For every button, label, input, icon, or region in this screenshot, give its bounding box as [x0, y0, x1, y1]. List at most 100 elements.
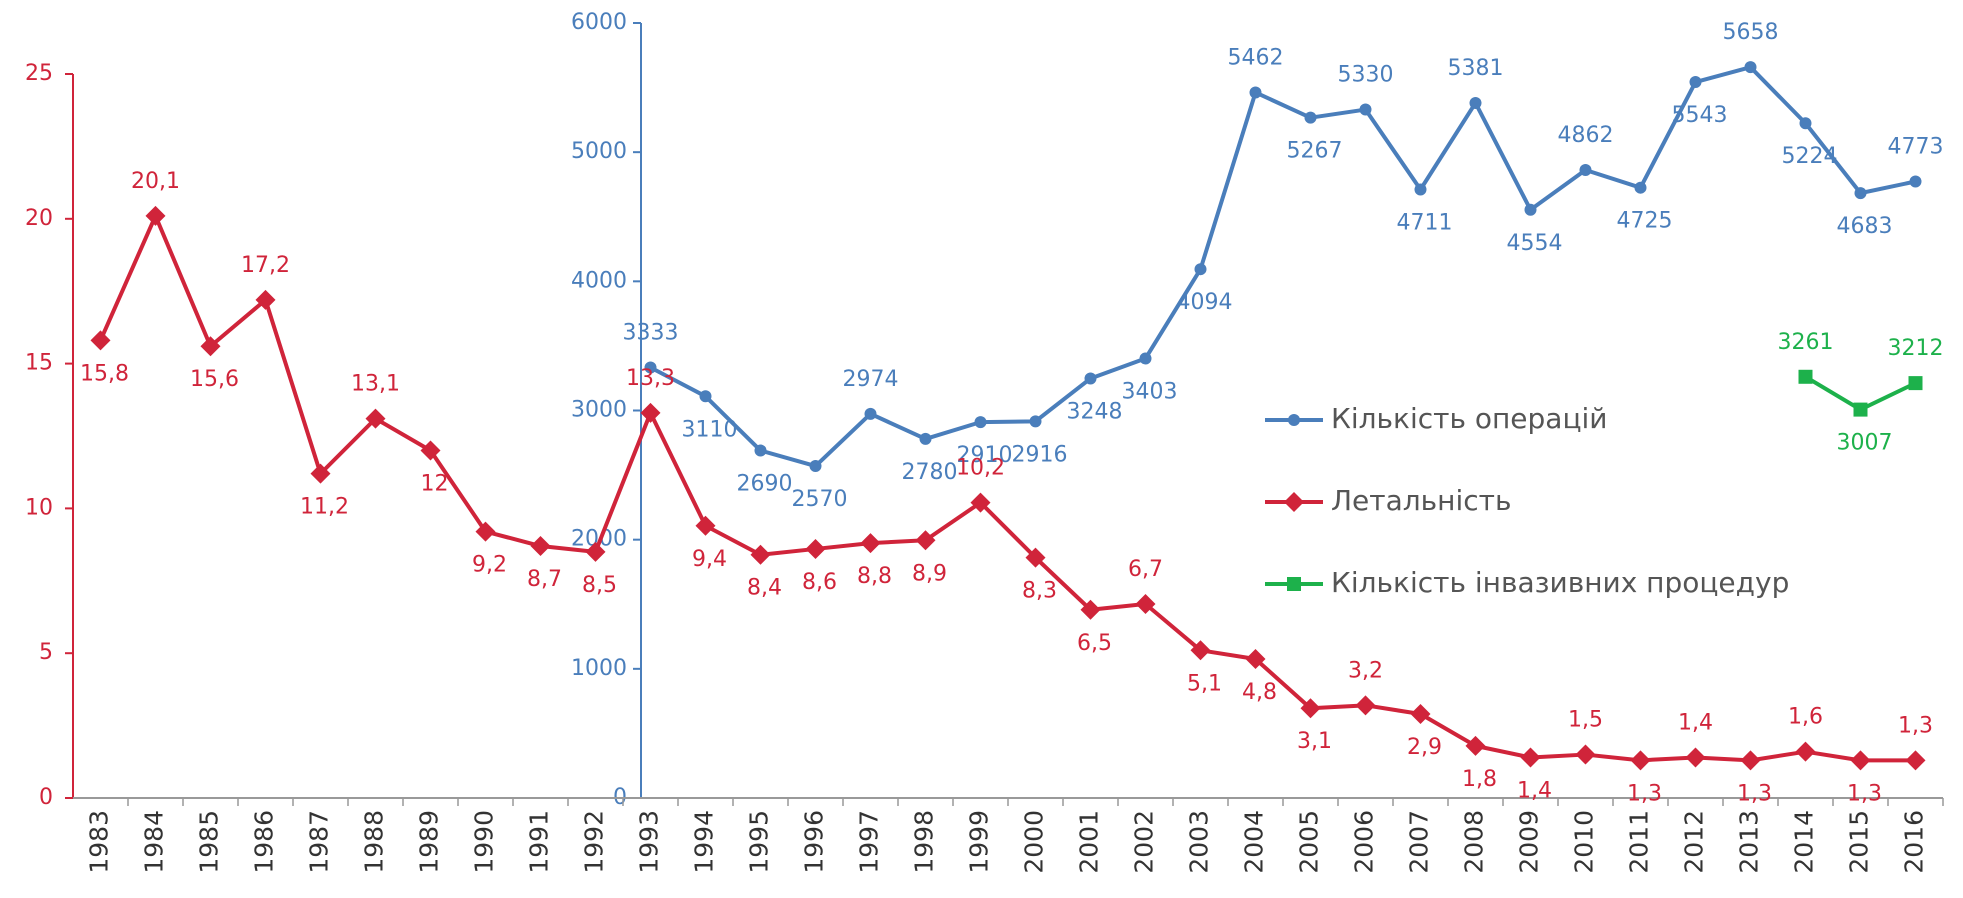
data-label: 2780 [902, 460, 958, 485]
data-point [974, 416, 987, 429]
data-point [864, 407, 877, 420]
data-point [1025, 547, 1046, 568]
x-tick-label: 2008 [1460, 810, 1489, 874]
data-label: 12 [421, 471, 449, 496]
data-point [1304, 111, 1317, 124]
legend-marker [1284, 492, 1304, 512]
y2-tick-label: 1000 [571, 656, 627, 681]
data-label: 2,9 [1407, 735, 1442, 760]
x-tick-label: 2001 [1075, 810, 1104, 874]
data-point [1795, 741, 1816, 762]
x-tick-label: 1986 [250, 810, 279, 874]
data-point [585, 541, 606, 562]
data-label: 5658 [1723, 20, 1779, 45]
data-point [1139, 352, 1152, 365]
data-point [1029, 415, 1042, 428]
data-label: 4725 [1617, 209, 1673, 234]
data-point [1359, 103, 1372, 116]
data-label: 3333 [623, 320, 679, 345]
data-label: 15,8 [80, 361, 129, 386]
data-point [1520, 747, 1541, 768]
data-label: 2690 [737, 472, 793, 497]
data-point [1080, 599, 1101, 620]
data-point [1524, 203, 1537, 216]
data-label: 3248 [1067, 399, 1123, 424]
data-label: 5,1 [1187, 671, 1222, 696]
data-label: 8,9 [912, 561, 947, 586]
data-label: 1,3 [1627, 781, 1662, 806]
x-tick-label: 2006 [1350, 810, 1379, 874]
data-label: 8,3 [1022, 579, 1057, 604]
legend-label: Кількість операцій [1331, 402, 1608, 435]
data-label: 4094 [1177, 290, 1233, 315]
data-point [1630, 750, 1651, 771]
data-point [475, 521, 496, 542]
data-point [310, 463, 331, 484]
data-point [1634, 181, 1647, 194]
x-tick-label: 1985 [195, 810, 224, 874]
data-label: 4554 [1507, 231, 1563, 256]
data-point [1355, 695, 1376, 716]
x-tick-label: 2014 [1790, 810, 1819, 874]
data-label: 5330 [1338, 63, 1394, 88]
x-tick-label: 1997 [855, 810, 884, 874]
data-label: 3007 [1837, 431, 1893, 456]
data-label: 13,3 [626, 366, 675, 391]
data-label: 17,2 [241, 253, 290, 278]
x-tick-label: 1993 [635, 810, 664, 874]
data-point [970, 492, 991, 513]
x-tick-label: 2003 [1185, 810, 1214, 874]
x-tick-label: 2009 [1515, 810, 1544, 874]
y-tick-label: 25 [25, 61, 53, 86]
data-point [699, 390, 712, 403]
data-label: 6,5 [1077, 631, 1112, 656]
data-point [1853, 402, 1868, 417]
data-point [1410, 704, 1431, 725]
data-label: 13,1 [351, 372, 400, 397]
x-tick-label: 1995 [745, 810, 774, 874]
x-tick-label: 2016 [1900, 810, 1929, 874]
data-label: 5267 [1287, 139, 1343, 164]
y2-tick-label: 4000 [571, 268, 627, 293]
data-point [754, 444, 767, 457]
data-label: 1,8 [1462, 767, 1497, 792]
data-label: 9,2 [472, 553, 507, 578]
data-label: 3403 [1122, 379, 1178, 404]
series-line [649, 65, 1916, 469]
y-tick-label: 0 [39, 785, 53, 810]
y-tick-label: 20 [25, 206, 53, 231]
data-point [1689, 76, 1702, 89]
x-tick-label: 1999 [965, 810, 994, 874]
data-point [255, 289, 276, 310]
data-point [805, 538, 826, 559]
x-tick-label: 1990 [470, 810, 499, 874]
data-point [1799, 117, 1812, 130]
x-tick-label: 2005 [1295, 810, 1324, 874]
x-tick-label: 2000 [1020, 810, 1049, 874]
x-tick-label: 2007 [1405, 810, 1434, 874]
data-label: 2910 [957, 443, 1013, 468]
data-label: 5462 [1228, 45, 1284, 70]
data-label: 1,5 [1568, 708, 1603, 733]
data-label: 1,6 [1788, 705, 1823, 730]
x-tick-label: 1991 [525, 810, 554, 874]
data-label: 8,5 [582, 573, 617, 598]
data-label: 3110 [682, 417, 738, 442]
data-point [530, 536, 551, 557]
data-point [200, 336, 221, 357]
x-tick-label: 1992 [580, 810, 609, 874]
data-label: 9,4 [692, 547, 727, 572]
data-label: 5381 [1448, 56, 1504, 81]
data-label: 8,7 [527, 567, 562, 592]
x-tick-label: 2015 [1845, 810, 1874, 874]
data-label: 4683 [1837, 214, 1893, 239]
data-point [1685, 747, 1706, 768]
data-point [750, 544, 771, 565]
data-point [1579, 163, 1592, 176]
data-label: 3261 [1778, 330, 1834, 355]
data-label: 11,2 [300, 495, 349, 520]
data-point [915, 530, 936, 551]
data-label: 3,2 [1348, 658, 1383, 683]
data-label: 20,1 [131, 169, 180, 194]
